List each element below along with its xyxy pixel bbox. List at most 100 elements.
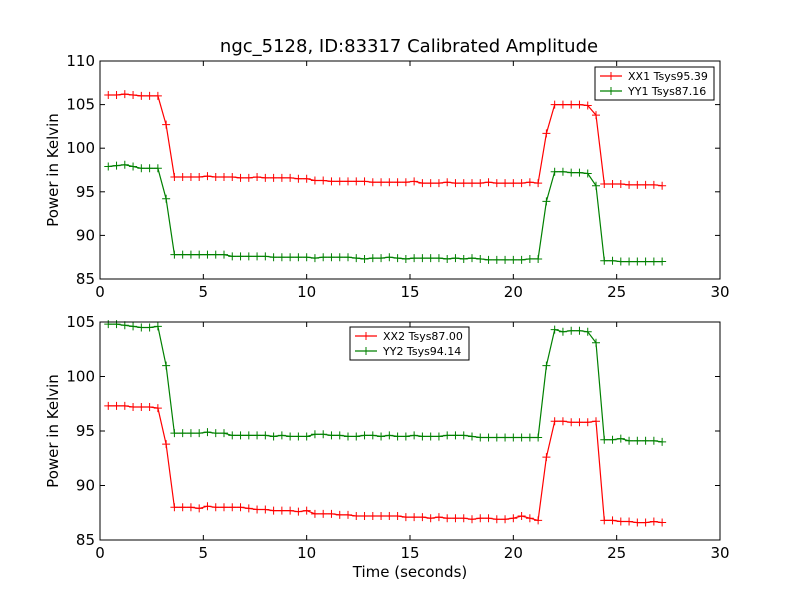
data-point <box>393 512 402 521</box>
data-point <box>335 177 344 186</box>
data-point <box>335 431 344 440</box>
data-point <box>120 160 129 169</box>
data-point <box>269 173 278 182</box>
data-point <box>410 254 419 263</box>
data-point <box>178 172 187 181</box>
x-axis-label: Time (seconds) <box>352 563 468 581</box>
data-point <box>170 172 179 181</box>
data-point <box>418 179 427 188</box>
legend-box <box>594 66 715 101</box>
data-point <box>658 518 667 527</box>
data-point <box>153 322 162 331</box>
data-point <box>319 430 328 439</box>
data-point <box>253 505 262 514</box>
data-point <box>501 433 510 442</box>
data-point <box>319 253 328 262</box>
data-point <box>104 401 113 410</box>
data-point <box>492 179 501 188</box>
data-point <box>459 431 468 440</box>
data-point <box>129 403 138 412</box>
data-point <box>360 512 369 521</box>
data-point <box>352 254 361 263</box>
data-point <box>468 432 476 441</box>
data-point <box>625 517 634 526</box>
data-point <box>319 509 328 518</box>
data-point <box>434 432 443 441</box>
data-point <box>658 257 667 266</box>
data-point <box>476 254 485 263</box>
data-point <box>162 120 171 129</box>
x-tick-label: 20 <box>504 283 523 301</box>
data-point <box>600 179 609 188</box>
data-point <box>476 514 485 523</box>
y-tick-label: 95 <box>76 183 95 201</box>
data-point <box>393 254 402 263</box>
x-tick-label: 25 <box>607 544 626 562</box>
data-point <box>344 177 352 186</box>
data-point <box>575 168 584 177</box>
data-point <box>286 173 295 182</box>
data-point <box>426 254 435 263</box>
data-point <box>368 178 377 187</box>
data-point <box>567 418 576 427</box>
data-point <box>294 253 303 262</box>
data-point <box>542 361 551 370</box>
data-point <box>418 254 427 263</box>
data-point <box>434 513 443 522</box>
data-point <box>261 173 270 182</box>
data-point <box>608 179 617 188</box>
data-point <box>625 257 634 266</box>
y-tick-label: 105 <box>66 313 95 331</box>
x-tick-label: 25 <box>607 283 626 301</box>
data-point <box>335 510 344 519</box>
data-point <box>244 504 253 513</box>
data-point <box>228 252 237 261</box>
data-point <box>550 100 559 109</box>
data-point <box>220 429 228 438</box>
data-point <box>302 253 311 262</box>
y-tick-label: 85 <box>76 270 95 288</box>
data-point <box>410 513 419 522</box>
data-point <box>145 323 154 332</box>
data-point <box>451 179 460 188</box>
data-point <box>641 180 650 189</box>
x-tick-label: 15 <box>400 283 419 301</box>
data-point <box>203 172 212 181</box>
data-point <box>567 326 576 335</box>
data-point <box>468 254 476 263</box>
data-point <box>592 417 600 426</box>
y-tick-label: 95 <box>76 422 95 440</box>
data-point <box>211 429 220 438</box>
legend-marker <box>607 72 615 80</box>
data-point <box>294 507 303 516</box>
legend-label: YY1 Tsys87.16 <box>627 85 706 98</box>
data-point <box>509 433 518 442</box>
data-point <box>145 91 154 100</box>
data-point <box>286 432 295 441</box>
data-point <box>145 164 154 173</box>
data-point <box>616 257 625 266</box>
data-point <box>129 91 138 100</box>
data-point <box>418 513 427 522</box>
data-point <box>195 504 204 513</box>
legend-label: XX2 Tsys87.00 <box>383 330 463 343</box>
y-tick-label: 100 <box>66 139 95 157</box>
data-point <box>459 179 468 188</box>
data-point <box>327 431 336 440</box>
data-point <box>310 509 319 518</box>
data-point <box>558 417 567 426</box>
data-point <box>269 253 278 262</box>
data-point <box>393 178 402 187</box>
data-point <box>558 100 567 109</box>
data-point <box>401 432 410 441</box>
data-point <box>137 164 146 173</box>
data-point <box>319 176 328 185</box>
data-point <box>534 179 543 188</box>
data-point <box>236 431 245 440</box>
data-point <box>186 172 195 181</box>
legend-marker <box>362 347 370 355</box>
data-point <box>558 167 567 176</box>
data-point <box>137 91 146 100</box>
data-point <box>228 503 237 512</box>
